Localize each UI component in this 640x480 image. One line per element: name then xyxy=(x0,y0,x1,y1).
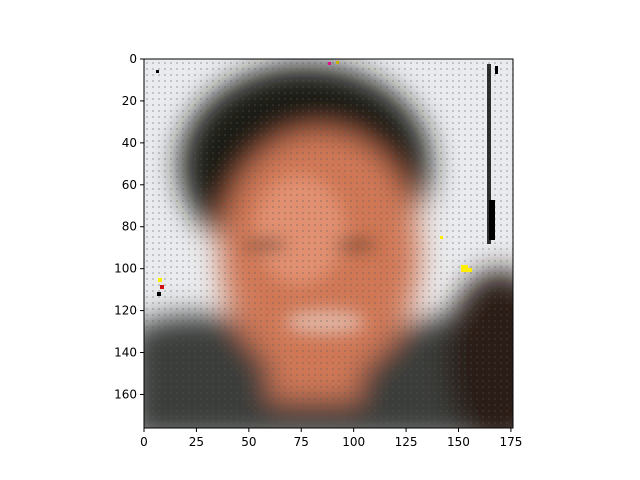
x-tick-label: 150 xyxy=(447,435,470,449)
x-axis-ticks: 0 25 50 75 100 125 150 175 xyxy=(140,428,522,449)
y-tick-label: 120 xyxy=(114,304,137,318)
x-tick-label: 100 xyxy=(342,435,365,449)
y-axis-ticks: 0 20 40 60 80 100 120 140 160 xyxy=(114,52,144,401)
y-tick-label: 20 xyxy=(122,94,137,108)
x-tick-label: 50 xyxy=(241,435,256,449)
y-tick-label: 160 xyxy=(114,387,137,401)
x-tick-label: 175 xyxy=(499,435,522,449)
x-tick-label: 25 xyxy=(189,435,204,449)
y-tick-label: 140 xyxy=(114,346,137,360)
x-tick-label: 125 xyxy=(395,435,418,449)
artifact-pixels xyxy=(156,61,498,296)
dot-texture xyxy=(144,59,513,428)
x-tick-label: 0 xyxy=(140,435,148,449)
x-tick-label: 75 xyxy=(294,435,309,449)
y-tick-label: 40 xyxy=(122,136,137,150)
y-tick-label: 100 xyxy=(114,262,137,276)
y-tick-label: 80 xyxy=(122,220,137,234)
y-tick-label: 0 xyxy=(129,52,137,66)
portrait-image xyxy=(144,59,513,428)
plot-frame xyxy=(143,58,514,429)
y-tick-label: 60 xyxy=(122,178,137,192)
